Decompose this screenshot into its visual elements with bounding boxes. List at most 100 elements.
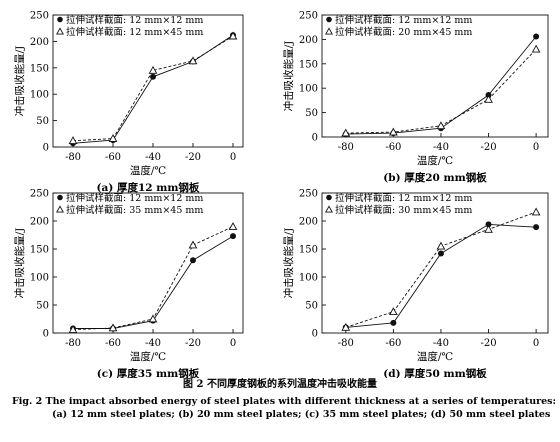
- data-point-triangle: [148, 65, 158, 74]
- legend-label: 拉伸试样截面: 12 mm×12 mm: [335, 192, 472, 204]
- y-tick-label: 0: [312, 329, 318, 340]
- x-axis-label: 温度/℃: [417, 154, 454, 167]
- series-line-dashed: [345, 211, 537, 328]
- legend-label: 拉伸试样截面: 35 mm×45 mm: [66, 204, 203, 216]
- plot-frame: [321, 14, 549, 138]
- legend-marker-circle: [326, 194, 332, 201]
- y-tick-label: 200: [299, 35, 318, 46]
- data-point-triangle: [228, 31, 238, 40]
- data-point-circle: [190, 257, 196, 264]
- x-axis-label: 温度/℃: [417, 350, 454, 363]
- y-axis-label: 冲击吸收能量/J: [282, 41, 295, 112]
- chart-panel-b: 0 50 100 150 200 250 -80 -60 -40 -20 0 温度/℃ 冲击吸收能量/J…: [282, 11, 549, 184]
- figure-caption: 图 2 不同厚度钢板的系列温度冲击吸收能量 Fig. 2 The impact …: [0, 378, 560, 421]
- legend-label: 拉伸试样截面: 12 mm×12 mm: [335, 14, 472, 26]
- legend-label: 拉伸试样截面: 12 mm×12 mm: [66, 192, 203, 204]
- data-point-triangle: [108, 323, 118, 332]
- x-tick-label: -80: [338, 338, 354, 349]
- data-point-circle: [485, 221, 492, 228]
- legend-label: 拉伸试样截面: 12 mm×12 mm: [66, 14, 203, 26]
- y-tick-label: 50: [36, 116, 49, 127]
- x-tick-label: -20: [185, 338, 201, 349]
- data-point-triangle: [188, 240, 198, 249]
- y-tick-label: 0: [43, 329, 49, 340]
- data-point-circle: [230, 233, 236, 240]
- x-tick-label: -20: [480, 338, 496, 349]
- series-line-solid: [72, 34, 234, 144]
- y-tick-label: 150: [30, 63, 49, 74]
- y-tick-label: 250: [30, 189, 49, 200]
- panel-subtitle: (b) 厚度20 mm钢板: [383, 171, 487, 184]
- legend-marker-circle: [326, 16, 332, 23]
- y-tick-label: 50: [36, 301, 49, 312]
- x-tick-label: -40: [145, 152, 161, 163]
- series-line-dashed: [72, 226, 234, 331]
- y-tick-label: 100: [299, 273, 318, 284]
- figure-caption-english-line-2: (a) 12 mm steel plates; (b) 20 mm steel …: [52, 409, 551, 420]
- y-tick-label: 250: [299, 11, 318, 22]
- chart-panel-c: 0 50 100 150 200 250 -80 -60 -40 -20 0 温度/℃ 冲击吸收能量/J…: [13, 189, 244, 378]
- plot-frame: [52, 14, 244, 148]
- data-point-triangle: [389, 307, 398, 316]
- y-tick-label: 100: [30, 90, 49, 101]
- legend-marker-circle: [57, 194, 63, 201]
- legend-marker-triangle: [325, 27, 333, 35]
- series-line-solid: [345, 36, 537, 135]
- y-tick-label: 150: [30, 245, 49, 256]
- data-point-triangle: [228, 222, 238, 230]
- x-tick-label: 0: [230, 338, 236, 349]
- y-axis-label: 冲击吸收能量/J: [13, 228, 26, 299]
- x-tick-label: -60: [105, 338, 121, 349]
- y-axis-label: 冲击吸收能量/J: [13, 46, 26, 117]
- x-tick-label: 0: [533, 338, 539, 349]
- y-tick-label: 100: [30, 273, 49, 284]
- data-point-triangle: [341, 128, 351, 137]
- y-tick-label: 100: [299, 84, 318, 95]
- x-tick-label: -80: [65, 338, 81, 349]
- x-tick-label: -60: [385, 338, 401, 349]
- legend-marker-triangle: [56, 27, 64, 35]
- y-tick-label: 250: [30, 11, 49, 22]
- y-tick-label: 150: [299, 59, 318, 70]
- data-point-triangle: [188, 56, 198, 65]
- x-tick-label: 0: [230, 152, 236, 163]
- y-tick-label: 150: [299, 245, 318, 256]
- figure-canvas: 0 50 100 150 200 250 -80 -60 -40 -20 0 温度/℃ 冲击吸收能量/J…: [13, 11, 549, 378]
- y-tick-label: 50: [305, 108, 318, 119]
- data-point-triangle: [341, 322, 351, 331]
- panel-subtitle: (c) 厚度35 mm钢板: [97, 367, 200, 378]
- y-tick-label: 250: [299, 189, 318, 200]
- figure-caption-chinese: 图 2 不同厚度钢板的系列温度冲击吸收能量: [183, 379, 377, 390]
- legend-label: 拉伸试样截面: 12 mm×45 mm: [66, 26, 203, 38]
- data-point-triangle: [389, 127, 398, 136]
- x-axis-label: 温度/℃: [130, 350, 167, 363]
- data-point-triangle: [531, 44, 541, 53]
- data-point-circle: [437, 250, 444, 257]
- series-line-dashed: [345, 48, 537, 134]
- x-tick-label: -40: [433, 142, 449, 153]
- x-tick-label: -20: [185, 152, 201, 163]
- y-tick-label: 0: [312, 133, 318, 144]
- data-point-triangle: [108, 134, 118, 142]
- series-line-solid: [345, 223, 537, 328]
- series-line-dashed: [72, 35, 234, 142]
- legend-label: 拉伸试样截面: 30 mm×45 mm: [335, 204, 472, 216]
- x-tick-label: -20: [480, 142, 496, 153]
- plot-frame: [52, 192, 244, 334]
- legend-marker-triangle: [325, 205, 333, 213]
- panel-subtitle: (d) 厚度50 mm钢板: [383, 367, 487, 378]
- data-point-triangle: [531, 207, 541, 216]
- data-point-triangle: [68, 136, 78, 144]
- data-point-triangle: [68, 325, 78, 333]
- data-point-triangle: [148, 314, 158, 323]
- y-axis-label: 冲击吸收能量/J: [282, 228, 295, 299]
- x-tick-label: -40: [433, 338, 449, 349]
- x-tick-label: -80: [65, 152, 81, 163]
- panel-subtitle: (a) 厚度12 mm钢板: [97, 181, 200, 194]
- y-tick-label: 0: [43, 143, 49, 154]
- data-point-circle: [533, 224, 540, 231]
- legend-label: 拉伸试样截面: 20 mm×45 mm: [335, 26, 472, 38]
- data-point-circle: [390, 319, 397, 326]
- data-point-triangle: [484, 224, 493, 233]
- data-point-circle: [533, 33, 540, 40]
